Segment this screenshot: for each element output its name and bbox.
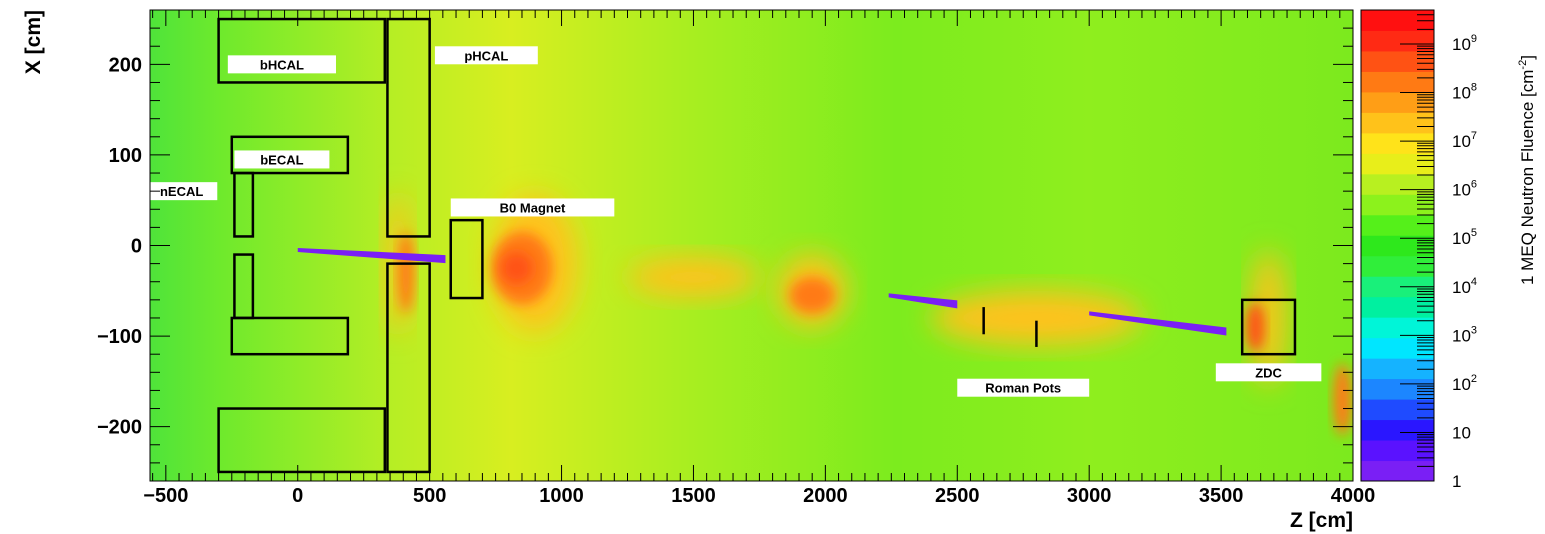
b0-magnet-outline [449, 218, 484, 300]
x-tick-label: 1500 [671, 485, 716, 507]
bhcal-label-box [227, 55, 336, 74]
zdc-label-box [1215, 363, 1322, 382]
x-tick-label: 1000 [539, 485, 584, 507]
colorbar-swatch [1361, 419, 1434, 441]
necal-label-box [146, 182, 218, 201]
necal-label: nECAL [160, 184, 203, 199]
zdc-label: ZDC [1255, 365, 1282, 380]
colorbar-swatch [1361, 378, 1434, 400]
x-tick-label: −500 [143, 485, 188, 507]
colorbar-title-exponent: -2 [1517, 60, 1529, 70]
y-tick-label: 200 [109, 54, 142, 76]
x-axis-title: Z [cm] [1290, 509, 1353, 532]
colorbar-swatch [1361, 91, 1434, 113]
colorbar-swatch [1361, 10, 1434, 31]
necal-outline [233, 253, 255, 320]
low-fluence-region [888, 293, 958, 309]
necal-outline [233, 171, 255, 238]
colorbar-swatch [1361, 276, 1434, 298]
colorbar-swatch [1361, 153, 1434, 175]
becal-outline [230, 316, 350, 356]
fluence-field [297, 191, 1352, 436]
low-fluence-region [1089, 311, 1227, 336]
becal-outline [230, 135, 350, 175]
bhcal-outline [217, 17, 387, 84]
x-tick-label: 2500 [935, 485, 980, 507]
plot-area [150, 10, 1353, 481]
y-tick-label: 100 [109, 145, 142, 167]
colorbar-swatch [1361, 112, 1434, 134]
y-axis-title: X [cm] [22, 10, 45, 74]
x-tick-label: 3000 [1067, 485, 1112, 507]
becal-label: bECAL [260, 152, 303, 167]
fluence-blob [627, 256, 760, 298]
colorbar-swatch [1361, 235, 1434, 257]
y-tick-label: −200 [97, 417, 142, 439]
bhcal-label: bHCAL [260, 57, 304, 72]
colorbar-swatch [1361, 194, 1434, 216]
b0-magnet-label-box [450, 198, 615, 217]
colorbar-title-main: 1 MEQ Neutron Fluence [cm [1518, 70, 1537, 285]
colorbar-tick-label: 109 [1452, 33, 1477, 54]
colorbar-tick-label: 107 [1452, 130, 1477, 151]
colorbar-swatch [1361, 255, 1434, 277]
fluence-blob [397, 231, 414, 314]
phcal-outline [386, 17, 431, 238]
colorbar-tick-label: 103 [1452, 324, 1477, 345]
x-tick-label: 2000 [803, 485, 848, 507]
detector-labels: bHCAL pHCAL bECAL nECAL B0 Magnet Roman Pots Z… [146, 46, 1322, 397]
x-tick-label: 4000 [1331, 485, 1376, 507]
y-tick-label: −100 [97, 326, 142, 348]
phcal-label-box [434, 46, 538, 65]
x-tick-label: 3500 [1199, 485, 1244, 507]
colorbar-swatch [1361, 296, 1434, 318]
colorbar-tick-label: 1 [1452, 472, 1461, 491]
fluence-blob [1333, 363, 1352, 436]
phcal-label: pHCAL [464, 48, 508, 63]
phcal-outline [386, 262, 431, 474]
colorbar-tick-label: 105 [1452, 227, 1477, 248]
colorbar-swatch [1361, 71, 1434, 93]
x-tick-label: 0 [292, 485, 303, 507]
bhcal-outline [217, 407, 387, 474]
colorbar-swatch [1361, 337, 1434, 359]
becal-label-box [234, 150, 330, 169]
roman-pots-label-box [957, 378, 1090, 397]
y-tick-label: 0 [131, 236, 142, 258]
colorbar-tick-label: 106 [1452, 179, 1477, 200]
colorbar-swatch [1361, 132, 1434, 154]
fluence-blob [789, 277, 835, 314]
fluence-blob [1251, 250, 1286, 386]
axes: −500 0 500 1000 1500 2000 2500 3000 3500 40002001… [97, 9, 1376, 507]
roman-pots-label: Roman Pots [985, 381, 1061, 396]
colorbar-title-suffix: ] [1518, 55, 1537, 60]
colorbar-title: 1 MEQ Neutron Fluence [cm-2] [1517, 55, 1537, 285]
colorbar-tick-label: 108 [1452, 82, 1477, 103]
colorbar-swatch [1361, 440, 1434, 462]
colorbar-swatch [1361, 317, 1434, 339]
colorbar-tick-label: 104 [1452, 276, 1477, 297]
colorbar-swatch [1361, 214, 1434, 236]
zdc-outline [1240, 298, 1297, 356]
colorbar-swatch [1361, 30, 1434, 52]
colorbar-tick-label: 10 [1452, 423, 1471, 442]
b0-magnet-label: B0 Magnet [500, 200, 566, 215]
fluence-blob [1246, 302, 1265, 352]
colorbar-swatch [1361, 358, 1434, 380]
colorbar-swatch [1361, 50, 1434, 72]
colorbar-swatch [1361, 460, 1434, 482]
colorbar-swatch [1361, 399, 1434, 421]
x-tick-label: 500 [413, 485, 446, 507]
low-fluence-region [297, 248, 446, 264]
colorbar-tick-label: 102 [1452, 373, 1477, 394]
fluence-blob [500, 252, 533, 284]
detector-outlines [217, 17, 1297, 474]
